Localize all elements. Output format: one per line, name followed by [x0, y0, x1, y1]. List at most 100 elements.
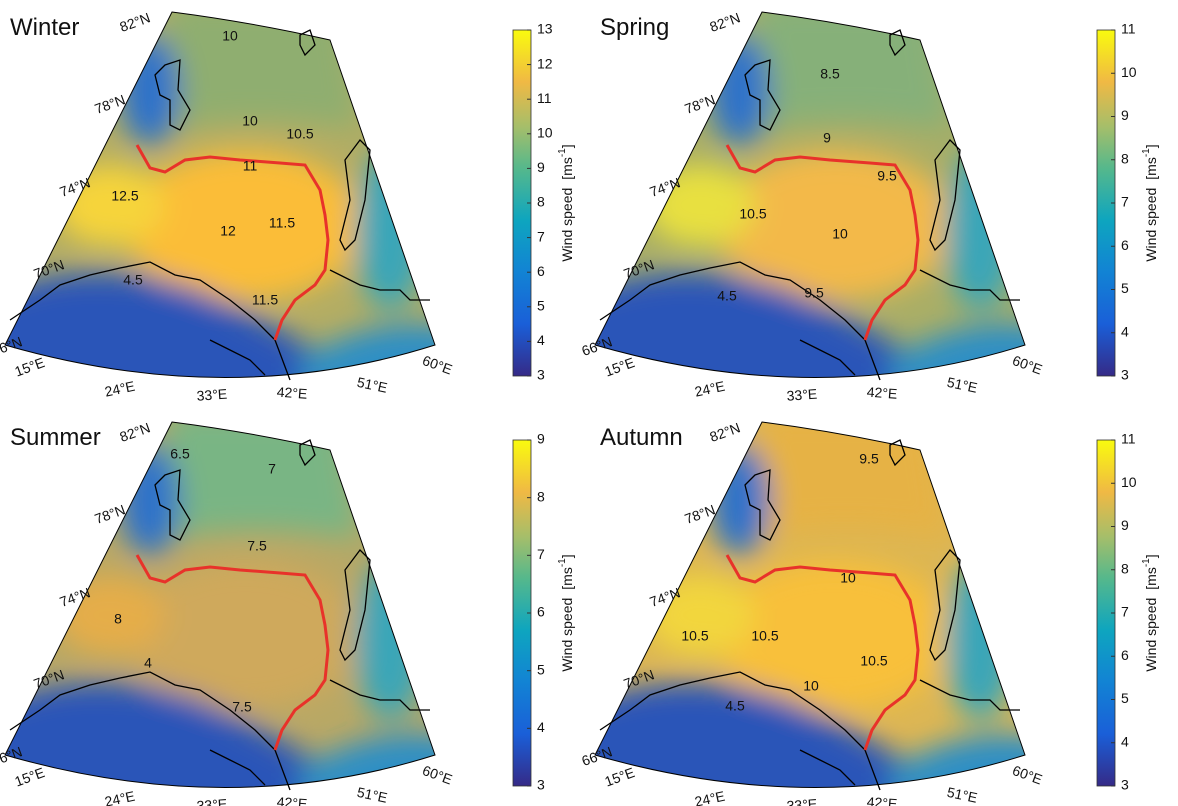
contour-label: 10.5 [681, 628, 708, 644]
lat-label: 82°N [707, 9, 742, 35]
lat-label: 66°N [579, 333, 614, 359]
lon-label: 15°E [602, 764, 636, 789]
colorbar-tick-label: 6 [537, 604, 545, 620]
lon-label: 60°E [420, 762, 454, 787]
panel-title: Summer [10, 424, 101, 451]
contour-label: 12 [220, 223, 236, 239]
colorbar-tick-label: 8 [1121, 150, 1129, 166]
lat-label: 82°N [117, 419, 152, 445]
lon-label: 51°E [946, 784, 979, 806]
lon-label: 51°E [946, 374, 979, 396]
map-panel: Summer6.577.5847.582°N78°N74°N70°N66°N15… [0, 410, 575, 806]
svalbard-low [710, 445, 770, 555]
lat-label: 66°N [579, 743, 614, 769]
colorbar-tick-label: 11 [537, 90, 552, 106]
contour-label: 4 [144, 655, 152, 671]
colorbar-tick-label: 8 [1121, 560, 1129, 576]
lon-label: 15°E [602, 354, 636, 379]
lon-label: 60°E [420, 352, 454, 377]
colorbar-tick-label: 12 [537, 55, 553, 71]
colorbar-tick-label: 5 [537, 298, 545, 314]
contour-label: 10.5 [739, 206, 766, 222]
contour-label: 8.5 [820, 66, 840, 82]
contour-label: 10 [222, 28, 238, 44]
lon-label: 33°E [786, 386, 818, 404]
contour-label: 7.5 [247, 538, 267, 554]
contour-label: 6.5 [170, 446, 190, 462]
lon-label: 24°E [693, 788, 726, 806]
colorbar-label: Wind speed[ms-1] [557, 554, 575, 671]
colorbar-tick-label: 5 [1121, 280, 1129, 296]
panel-title: Autumn [600, 424, 683, 451]
colorbar-label-name: Wind speed [559, 598, 575, 672]
colorbar-label: Wind speed[ms-1] [1141, 554, 1159, 671]
lon-label: 33°E [196, 386, 228, 404]
colorbar-tick-label: 5 [1121, 690, 1129, 706]
colorbar-tick-label: 4 [537, 332, 545, 348]
colorbar-tick-label: 3 [1121, 367, 1129, 383]
colorbar-tick-label: 10 [537, 125, 553, 141]
lon-label: 15°E [12, 764, 46, 789]
field-blend [570, 410, 1050, 806]
field-blend [0, 410, 460, 806]
colorbar-tick-label: 6 [1121, 237, 1129, 253]
lon-label: 60°E [1010, 762, 1044, 787]
svalbard-low [710, 35, 770, 145]
svalbard-low [120, 35, 180, 145]
colorbar-tick-label: 9 [537, 431, 545, 447]
colorbar-tick-label: 3 [537, 367, 545, 383]
lon-label: 15°E [12, 354, 46, 379]
colorbar-label-close: ] [1143, 144, 1159, 148]
contour-label: 12.5 [111, 188, 138, 204]
contour-label: 10.5 [286, 126, 313, 142]
wind-field [0, 410, 460, 806]
contour-label: 10 [832, 226, 848, 242]
colorbar-tick-label: 10 [1121, 474, 1137, 490]
colorbar-label-name: Wind speed [1143, 188, 1159, 262]
colorbar-label-close: ] [559, 554, 575, 558]
colorbar-tick-label: 3 [537, 777, 545, 793]
colorbar-label-unit: [ms [1143, 157, 1159, 180]
contour-label: 9.5 [877, 168, 897, 184]
colorbar-tick-label: 10 [1121, 64, 1137, 80]
lon-label: 24°E [103, 378, 136, 400]
contour-label: 10 [840, 570, 856, 586]
colorbar-tick-label: 7 [1121, 194, 1129, 210]
contour-label: 11 [243, 158, 258, 174]
colorbar-label-close: ] [559, 144, 575, 148]
lat-label: 82°N [117, 9, 152, 35]
colorbar-label-close: ] [1143, 554, 1159, 558]
colorbar-tick-label: 13 [537, 21, 553, 37]
page: {"lat_labels": ["82°N", "78°N", "74°N", … [0, 0, 1178, 806]
lat-label: 82°N [707, 419, 742, 445]
contour-label: 4.5 [717, 288, 737, 304]
west-maximum [55, 165, 165, 245]
colorbar-label-unit: [ms [559, 567, 575, 590]
lon-label: 51°E [356, 374, 389, 396]
colorbar-tick-label: 9 [537, 159, 545, 175]
colorbar-tick-label: 6 [537, 263, 545, 279]
contour-label: 10.5 [751, 628, 778, 644]
colorbar-label: Wind speed[ms-1] [557, 144, 575, 261]
lon-label: 51°E [356, 784, 389, 806]
contour-label: 4.5 [123, 272, 143, 288]
colorbar-label: Wind speed[ms-1] [1141, 144, 1159, 261]
west-maximum [55, 575, 165, 655]
colorbar-label-name: Wind speed [559, 188, 575, 262]
lon-label: 24°E [103, 788, 136, 806]
colorbar-tick-label: 4 [537, 719, 545, 735]
lon-label: 42°E [276, 384, 308, 402]
colorbar-tick-label: 7 [537, 228, 545, 244]
lon-label: 33°E [786, 796, 818, 806]
colorbar-tick-label: 6 [1121, 647, 1129, 663]
lon-label: 33°E [196, 796, 228, 806]
colorbar-tick-label: 8 [537, 194, 545, 210]
figure: Winter101010.51112.51211.54.511.582°N78°… [0, 0, 1178, 806]
lon-label: 42°E [276, 794, 308, 806]
colorbar-tick-label: 7 [1121, 604, 1129, 620]
colorbar-label-unit: [ms [559, 157, 575, 180]
contour-label: 9.5 [859, 451, 879, 467]
contour-label: 11.5 [252, 292, 278, 308]
colorbar-tick-label: 7 [537, 546, 545, 562]
